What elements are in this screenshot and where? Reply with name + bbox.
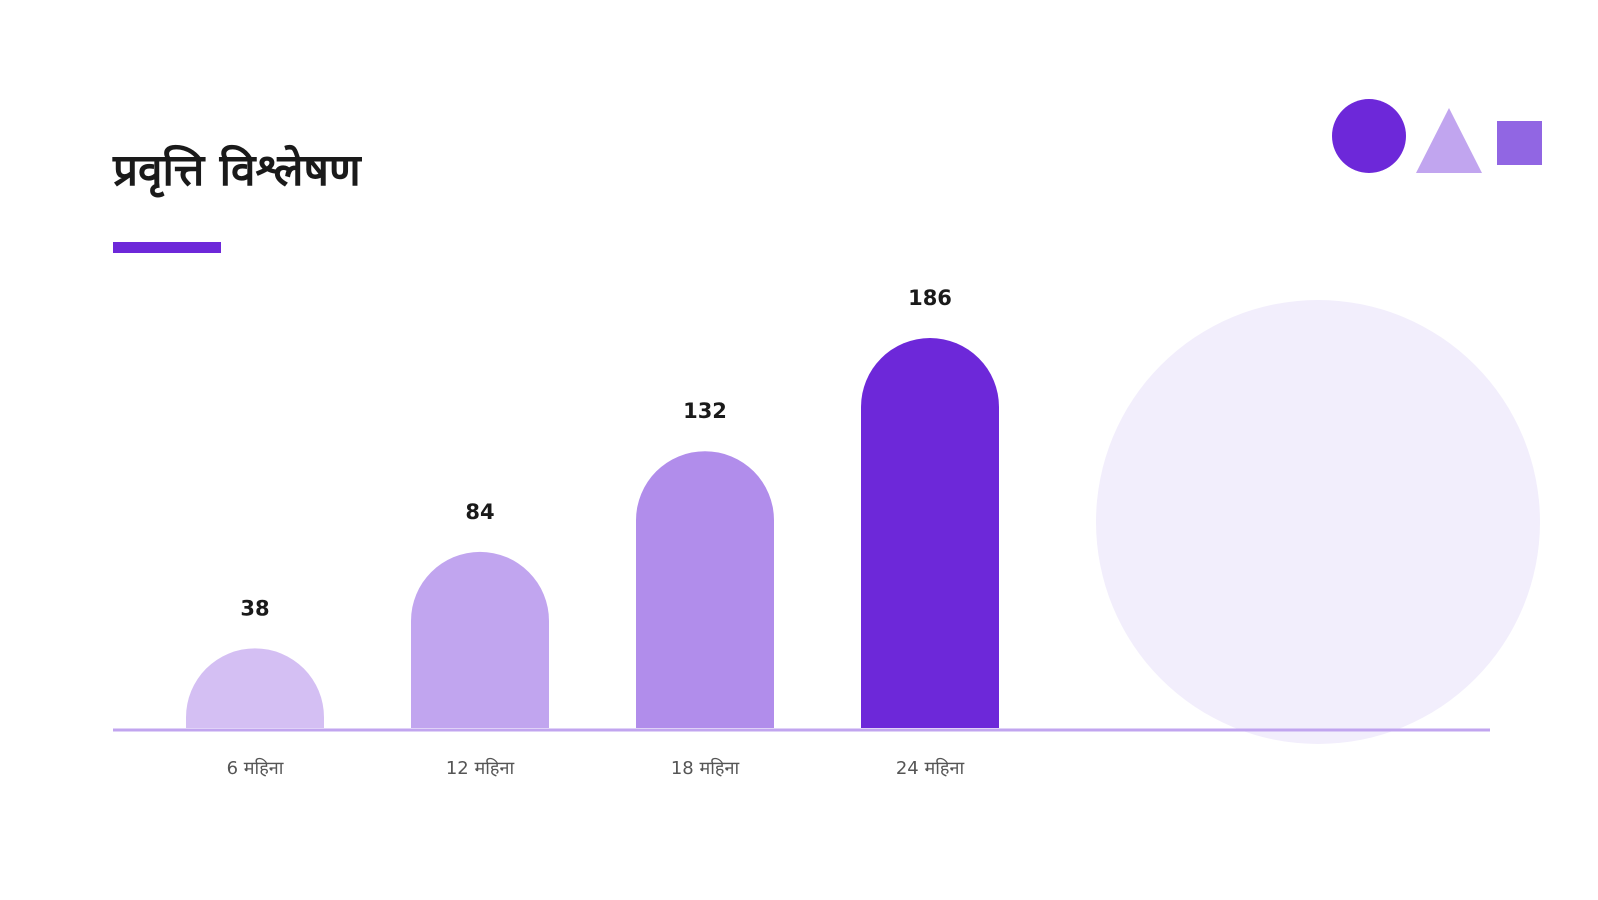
title-underline [113, 242, 221, 253]
triangle-icon [1416, 108, 1482, 173]
background-circle [1096, 300, 1540, 744]
square-icon [1497, 121, 1542, 165]
bar-2 [411, 551, 549, 728]
x-tick-label: 12 महिना [446, 757, 515, 779]
bar-series: 38 6 महिना 84 12 महिना 132 18 महिना 186 24 महिन… [186, 286, 999, 779]
bar-4 [861, 338, 999, 728]
value-label: 38 [240, 596, 269, 620]
value-label: 132 [683, 399, 727, 423]
x-tick-label: 24 महिना [896, 757, 965, 779]
x-tick-label: 6 महिना [227, 757, 284, 779]
value-label: 186 [908, 286, 952, 310]
bar-3 [636, 451, 774, 728]
value-label: 84 [465, 500, 494, 524]
slide-title: प्रवृत्ति विश्लेषण [113, 145, 361, 196]
bar-1 [186, 648, 324, 728]
x-tick-label: 18 महिना [671, 757, 740, 779]
circle-icon [1332, 99, 1406, 173]
